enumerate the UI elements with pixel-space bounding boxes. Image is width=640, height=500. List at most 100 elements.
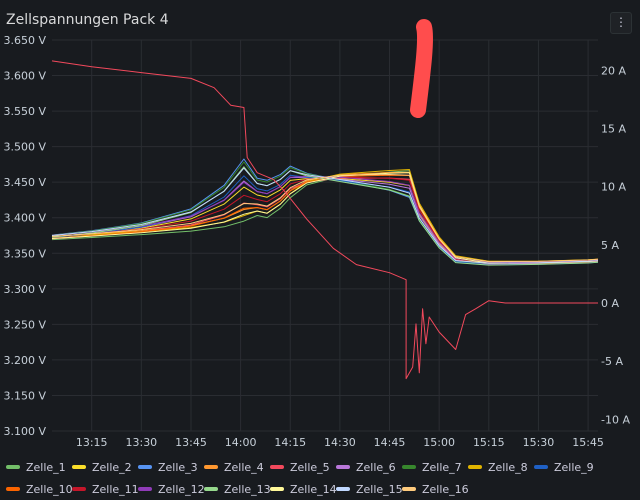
y-tick-label-current: 20 A <box>601 64 626 77</box>
legend-label: Zelle_12 <box>158 482 205 496</box>
legend-label: Zelle_2 <box>92 460 132 474</box>
x-tick-label: 13:45 <box>175 436 207 449</box>
red-annotation-marker <box>410 19 434 118</box>
panel-menu-button[interactable]: ⋮ <box>610 12 632 34</box>
y-tick-label-current: 15 A <box>601 122 626 135</box>
legend-label: Zelle_3 <box>158 460 198 474</box>
legend-label: Zelle_15 <box>356 482 403 496</box>
y-tick-label-voltage: 3.400 V <box>3 212 46 225</box>
legend-label: Zelle_9 <box>554 460 594 474</box>
legend-item-zelle-12[interactable]: Zelle_12 <box>138 482 205 496</box>
legend-item-zelle-14[interactable]: Zelle_14 <box>270 483 337 496</box>
voltage-current-chart[interactable]: 3.650 V 3.600 V 3.550 V 3.500 V 3.450 V 3.400… <box>0 0 640 455</box>
x-tick-label: 13:15 <box>76 436 108 449</box>
series-line-zelle-15 <box>51 167 599 264</box>
y-tick-label-voltage: 3.600 V <box>3 70 46 83</box>
series-line-zelle-14 <box>51 172 599 264</box>
chart-legend: Zelle_1 Zelle_2 Zelle_3 Zelle_4 Zelle_5 Zelle… <box>6 456 636 500</box>
legend-item-zelle-10[interactable]: Zelle_10 <box>6 482 73 496</box>
series-line-zelle-10 <box>51 174 599 264</box>
legend-swatch <box>138 465 152 469</box>
series-lines <box>51 60 599 380</box>
series-line-zelle-4 <box>51 171 599 262</box>
series-line-zelle-3 <box>51 158 599 264</box>
x-tick-label: 14:15 <box>274 436 306 449</box>
legend-swatch <box>138 487 152 491</box>
grid-lines <box>52 39 598 432</box>
x-tick-label: 15:30 <box>523 436 555 449</box>
y-tick-label-voltage: 3.450 V <box>3 176 46 189</box>
y-tick-label-voltage: 3.500 V <box>3 141 46 154</box>
y-axis-voltage: 3.650 V 3.600 V 3.550 V 3.500 V 3.450 V 3.400… <box>3 34 46 438</box>
series-line-zelle-8 <box>51 169 599 262</box>
series-line-zelle-5 <box>51 177 599 265</box>
x-tick-label: 14:30 <box>324 436 356 449</box>
legend-item-zelle-16[interactable]: Zelle_16 <box>402 482 469 496</box>
vertical-ellipsis-icon: ⋮ <box>615 15 627 29</box>
legend-item-zelle-8[interactable]: Zelle_8 <box>468 461 534 474</box>
legend-swatch <box>72 465 86 469</box>
legend-label: Zelle_11 <box>92 482 139 496</box>
legend-swatch <box>6 487 20 491</box>
x-tick-label: 14:45 <box>374 436 406 449</box>
legend-item-zelle-5[interactable]: Zelle_5 <box>270 461 336 474</box>
legend-label: Zelle_1 <box>26 460 66 474</box>
legend-swatch <box>534 465 548 469</box>
legend-item-zelle-2[interactable]: Zelle_2 <box>72 461 138 474</box>
legend-label: Zelle_10 <box>26 482 73 496</box>
legend-item-zelle-15[interactable]: Zelle_15 <box>336 482 403 496</box>
y-tick-label-voltage: 3.350 V <box>3 247 46 260</box>
legend-swatch <box>270 465 284 469</box>
x-tick-label: 15:00 <box>423 436 455 449</box>
legend-item-zelle-6[interactable]: Zelle_6 <box>336 461 402 474</box>
x-tick-label: 15:15 <box>473 436 505 449</box>
legend-swatch <box>270 487 284 491</box>
legend-label: Zelle_16 <box>422 482 469 496</box>
legend-swatch <box>402 465 416 469</box>
legend-item-zelle-9[interactable]: Zelle_9 <box>534 461 600 474</box>
y-tick-label-voltage: 3.650 V <box>3 34 46 47</box>
series-line-zelle-2 <box>51 178 599 265</box>
series-line-zelle-11 <box>51 176 599 264</box>
y-tick-label-voltage: 3.550 V <box>3 105 46 118</box>
legend-item-zelle-4[interactable]: Zelle_4 <box>204 461 270 474</box>
legend-swatch <box>72 487 86 491</box>
legend-swatch <box>204 487 218 491</box>
x-tick-label: 15:45 <box>572 436 604 449</box>
legend-item-zelle-13[interactable]: Zelle_13 <box>204 482 271 496</box>
legend-swatch <box>336 487 350 491</box>
legend-swatch <box>402 487 416 491</box>
legend-row: Zelle_10 Zelle_11 Zelle_12 Zelle_13 Zelle_14… <box>6 478 636 500</box>
x-tick-label: 14:00 <box>225 436 257 449</box>
legend-item-zelle-11[interactable]: Zelle_11 <box>72 482 139 496</box>
series-line-zelle-16 <box>51 174 599 263</box>
series-line-zelle-6 <box>51 176 599 265</box>
y-tick-label-voltage: 3.200 V <box>3 354 46 367</box>
legend-label: Zelle_13 <box>224 482 271 496</box>
series-line-current <box>51 60 598 380</box>
panel-title: Zellspannungen Pack 4 <box>6 12 169 28</box>
y-tick-label-current: 10 A <box>601 181 626 194</box>
y-tick-label-voltage: 3.100 V <box>3 425 46 438</box>
y-axis-current: 20 A 15 A 10 A 5 A 0 A -5 A -10 A <box>601 64 630 426</box>
legend-label: Zelle_8 <box>488 460 528 474</box>
y-tick-label-voltage: 3.150 V <box>3 389 46 402</box>
legend-swatch <box>204 465 218 469</box>
series-line-zelle-12 <box>51 175 599 263</box>
legend-swatch <box>468 465 482 469</box>
legend-label: Zelle_6 <box>356 460 396 474</box>
y-tick-label-current: -10 A <box>601 413 630 426</box>
y-tick-label-voltage: 3.250 V <box>3 318 46 331</box>
x-axis-time: 13:15 13:30 13:45 14:00 14:15 14:30 14:45 15:00… <box>76 436 604 449</box>
legend-label: Zelle_4 <box>224 460 264 474</box>
legend-label: Zelle_5 <box>290 460 330 474</box>
legend-label: Zelle_7 <box>422 460 462 474</box>
series-line-zelle-13 <box>51 166 599 266</box>
y-tick-label-current: 0 A <box>601 297 619 310</box>
legend-item-zelle-1[interactable]: Zelle_1 <box>6 461 72 474</box>
legend-swatch <box>6 465 20 469</box>
y-tick-label-current: -5 A <box>601 355 623 368</box>
y-tick-label-voltage: 3.300 V <box>3 283 46 296</box>
legend-item-zelle-3[interactable]: Zelle_3 <box>138 461 204 474</box>
legend-item-zelle-7[interactable]: Zelle_7 <box>402 461 468 474</box>
